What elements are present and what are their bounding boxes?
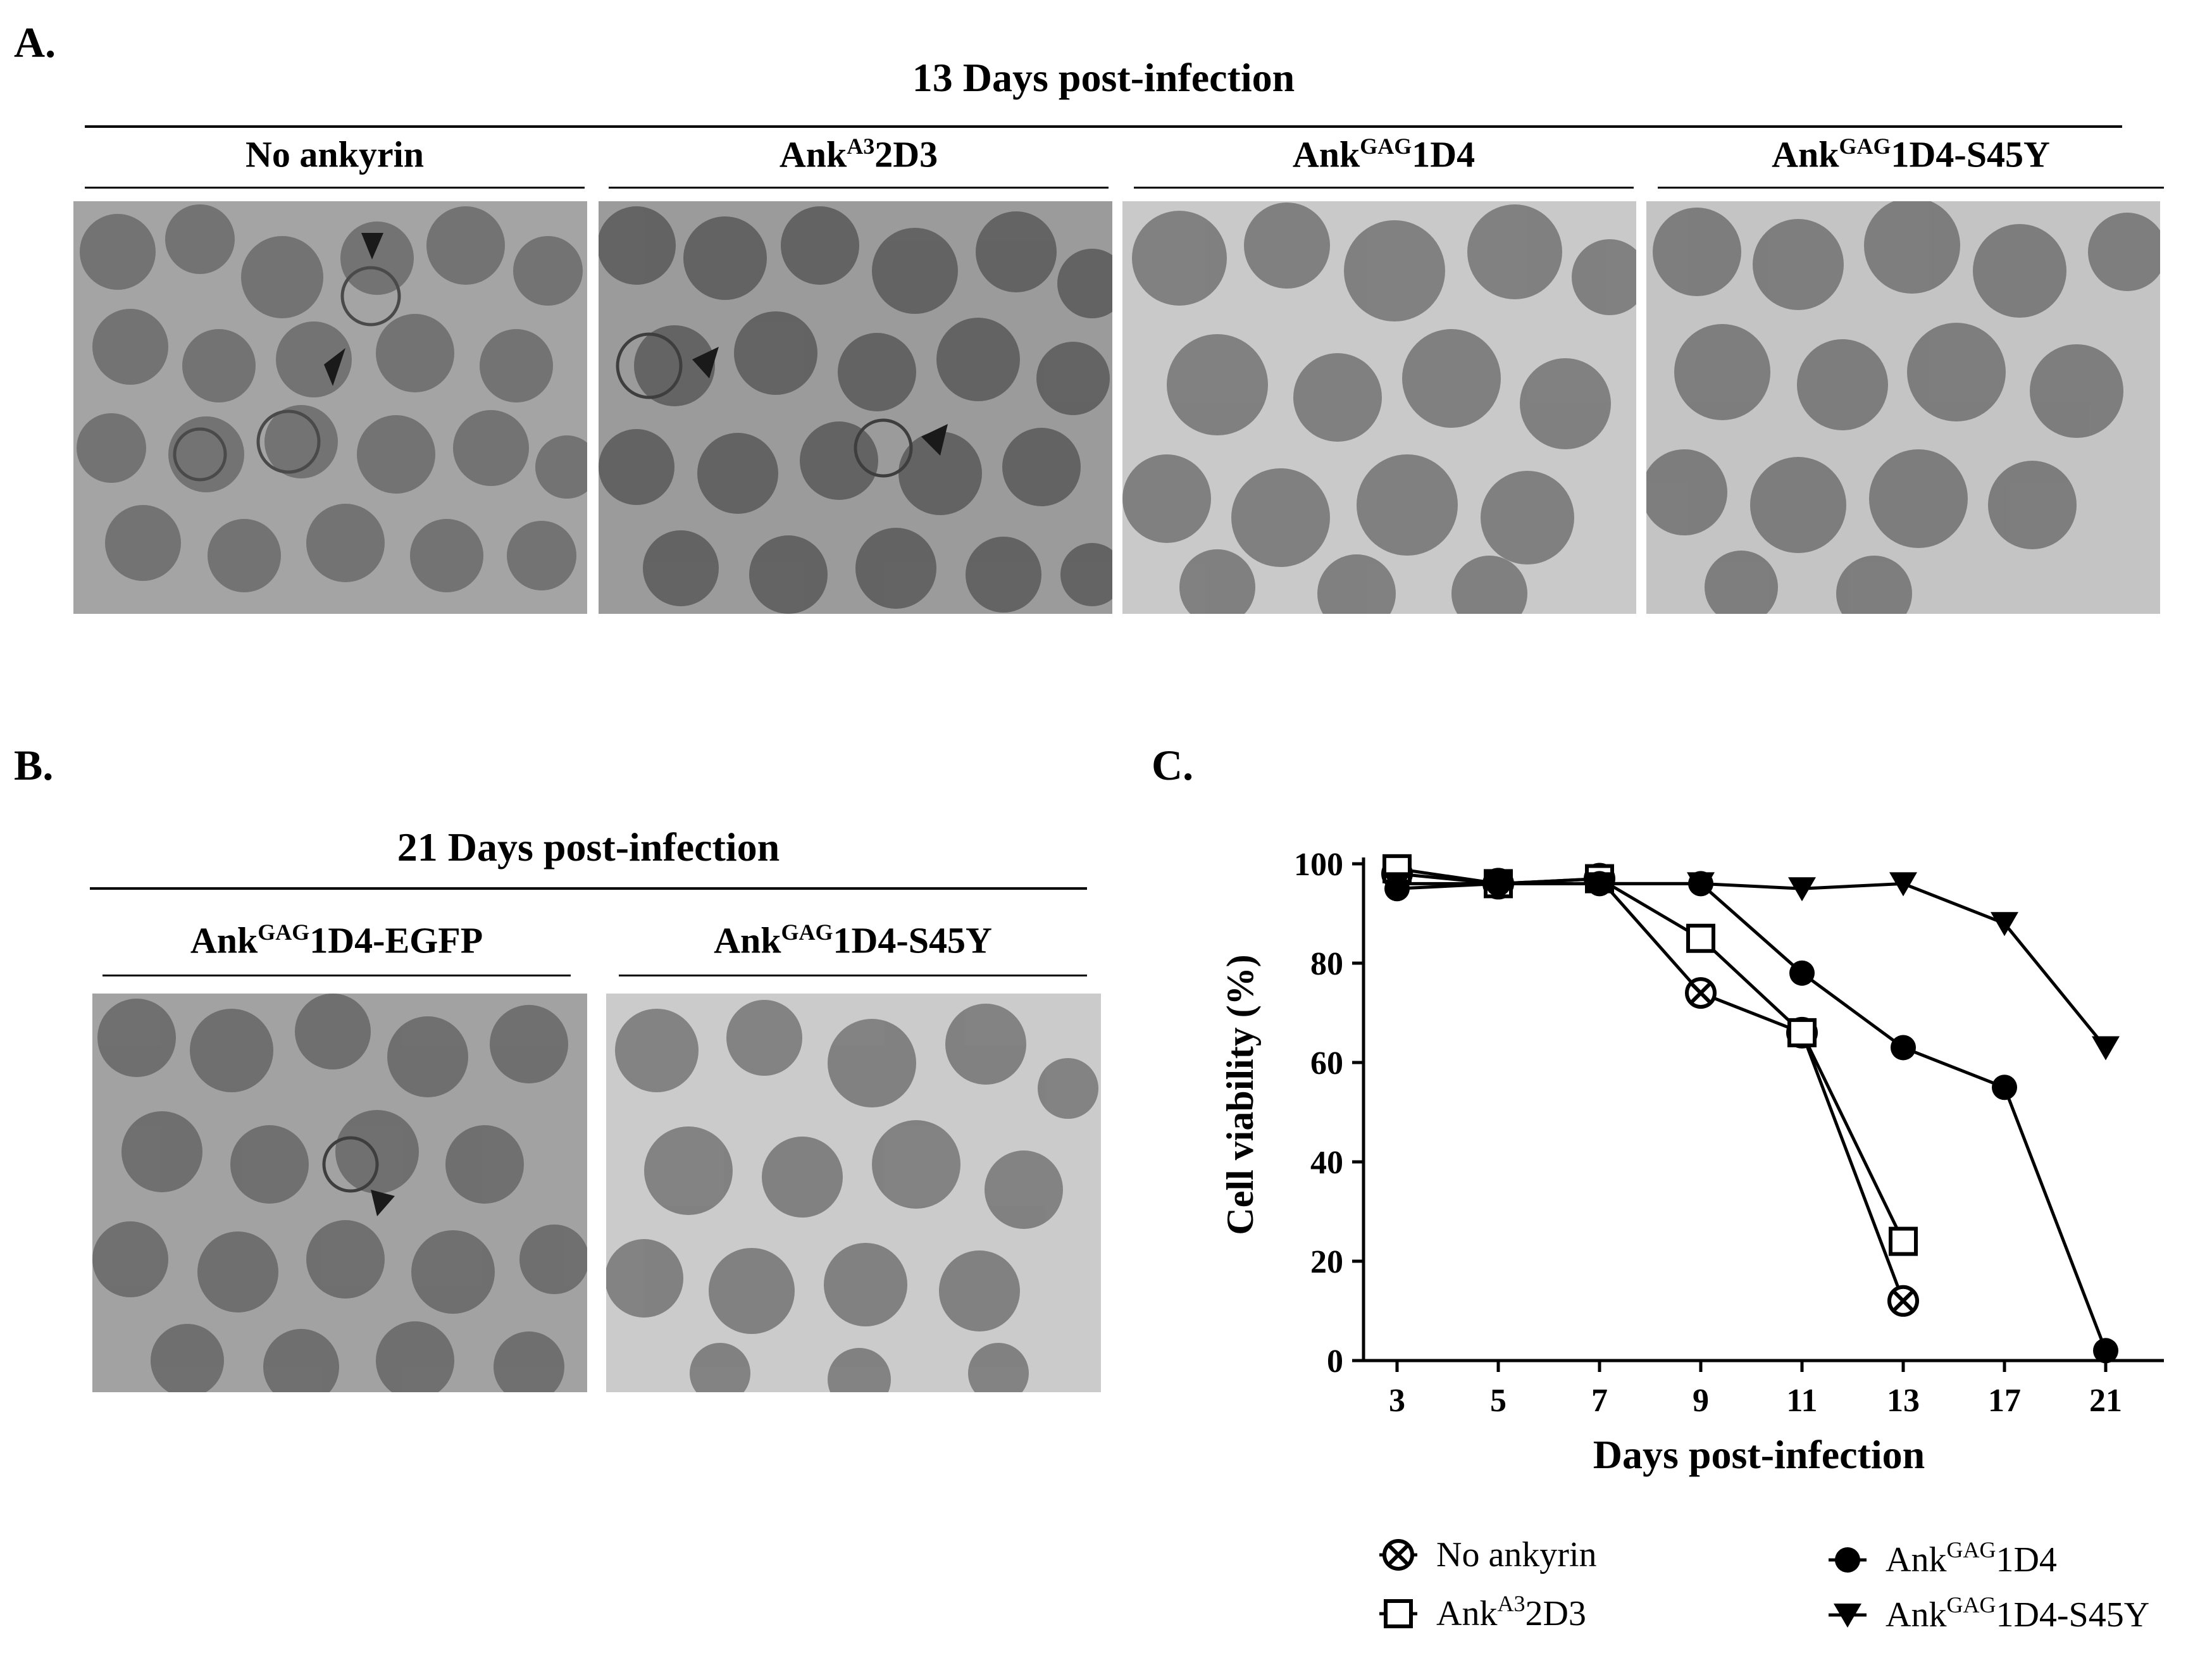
data-point-s3-7 bbox=[1586, 872, 1613, 897]
series-line-3 bbox=[1397, 882, 2107, 1049]
panel-b-heading-rule bbox=[90, 887, 1087, 890]
panel-a-letter: A. bbox=[14, 18, 56, 66]
data-point-s0-9 bbox=[1685, 977, 1717, 1009]
legend-label: No ankyrin bbox=[1436, 1535, 1597, 1574]
data-point-s3-3 bbox=[1383, 872, 1411, 897]
panel-b-label-rule-2 bbox=[619, 975, 1087, 976]
legend-marker-icon bbox=[1382, 1539, 1414, 1571]
panel-a-label-ank-a3-2d3: AnkA32D3 bbox=[779, 134, 938, 175]
micrograph-ank-gag-1d4-s45y-21d bbox=[606, 994, 1101, 1392]
legend-item-1: AnkA32D3 bbox=[1379, 1591, 1586, 1633]
data-point-s2-13 bbox=[1891, 1035, 1916, 1061]
micrograph-ank-a3-2d3 bbox=[599, 201, 1112, 614]
panel-c-letter: C. bbox=[1152, 741, 1194, 789]
legend-marker-icon bbox=[1384, 1599, 1413, 1628]
x-tick-label: 21 bbox=[2089, 1383, 2122, 1419]
data-point-s3-17 bbox=[1991, 912, 2018, 937]
legend-label: AnkGAG1D4-S45Y bbox=[1886, 1592, 2149, 1635]
legend-marker-icon bbox=[1834, 1604, 1861, 1628]
legend-item-2: AnkGAG1D4 bbox=[1829, 1537, 2057, 1580]
data-point-s1-13 bbox=[1889, 1226, 1918, 1256]
data-point-s3-21 bbox=[2092, 1036, 2120, 1061]
panel-a-label-rule-4 bbox=[1658, 187, 2164, 189]
panel-b-letter: B. bbox=[14, 741, 54, 789]
data-point-s2-11 bbox=[1789, 960, 1815, 986]
y-tick-label: 100 bbox=[1294, 847, 1343, 883]
legend-label: AnkGAG1D4 bbox=[1886, 1537, 2057, 1580]
panel-a-heading: 13 Days post-infection bbox=[912, 55, 1295, 100]
panel-b-heading: 21 Days post-infection bbox=[397, 825, 780, 870]
data-point-s1-9 bbox=[1686, 923, 1715, 953]
data-point-s2-21 bbox=[2093, 1338, 2118, 1364]
chart-legend: No ankyrin AnkA32D3 AnkGAG1D4 AnkGAG1D4-S45… bbox=[1379, 1535, 2149, 1635]
panel-b-label-rule-1 bbox=[103, 975, 571, 976]
micrograph-no-ankyrin bbox=[73, 201, 587, 614]
data-point-s2-17 bbox=[1992, 1075, 2017, 1100]
series-line-1 bbox=[1396, 867, 1905, 1242]
x-tick-label: 5 bbox=[1490, 1383, 1507, 1419]
x-tick-label: 17 bbox=[1988, 1383, 2021, 1419]
legend-item-0: No ankyrin bbox=[1379, 1535, 1597, 1574]
data-point-s1-11 bbox=[1787, 1018, 1817, 1047]
y-tick-label: 80 bbox=[1310, 946, 1343, 982]
panel-a-label-rule-1 bbox=[85, 187, 585, 189]
panel-b-label-ank-gag-1d4-s45y: AnkGAG1D4-S45Y bbox=[714, 919, 992, 961]
series-line-2 bbox=[1396, 882, 2108, 1352]
data-point-s3-13 bbox=[1889, 872, 1917, 897]
y-tick-label: 60 bbox=[1310, 1045, 1343, 1081]
panel-a-label-rule-2 bbox=[609, 187, 1109, 189]
y-tick-label: 0 bbox=[1327, 1343, 1343, 1380]
micrograph-ank-gag-1d4-egfp bbox=[92, 994, 587, 1392]
panel-a-label-no-ankyrin: No ankyrin bbox=[245, 134, 424, 175]
legend-label: AnkA32D3 bbox=[1436, 1591, 1586, 1633]
micrograph-ank-gag-1d4 bbox=[1122, 201, 1636, 614]
x-tick-label: 11 bbox=[1786, 1383, 1817, 1419]
x-tick-label: 3 bbox=[1389, 1383, 1405, 1419]
panel-a-heading-rule bbox=[85, 125, 2122, 128]
panel-a-label-ank-gag-1d4-s45y: AnkGAG1D4-S45Y bbox=[1772, 134, 2050, 175]
y-axis-label: Cell viability (%) bbox=[1219, 954, 1261, 1235]
y-tick-label: 20 bbox=[1310, 1244, 1343, 1280]
data-point-s3-9 bbox=[1687, 872, 1715, 897]
legend-marker-icon bbox=[1835, 1547, 1860, 1573]
x-tick-label: 9 bbox=[1693, 1383, 1709, 1419]
data-point-s0-13 bbox=[1887, 1285, 1919, 1317]
y-tick-label: 40 bbox=[1310, 1145, 1343, 1181]
viability-line-chart: 0 20 40 60 80 100 3 5 7 9 11 13 17 21 Cell viability … bbox=[1219, 847, 2164, 1635]
legend-item-3: AnkGAG1D4-S45Y bbox=[1829, 1592, 2149, 1635]
data-point-s3-11 bbox=[1788, 877, 1816, 902]
panel-a-label-ank-gag-1d4: AnkGAG1D4 bbox=[1292, 134, 1476, 175]
panel-a-label-rule-3 bbox=[1134, 187, 1634, 189]
x-tick-label: 13 bbox=[1887, 1383, 1920, 1419]
x-tick-label: 7 bbox=[1591, 1383, 1608, 1419]
x-axis-label: Days post-infection bbox=[1593, 1432, 1925, 1477]
data-point-s3-5 bbox=[1484, 872, 1512, 897]
micrograph-ank-gag-1d4-s45y bbox=[1646, 201, 2160, 614]
panel-b-label-ank-gag-1d4-egfp: AnkGAG1D4-EGFP bbox=[190, 919, 483, 961]
